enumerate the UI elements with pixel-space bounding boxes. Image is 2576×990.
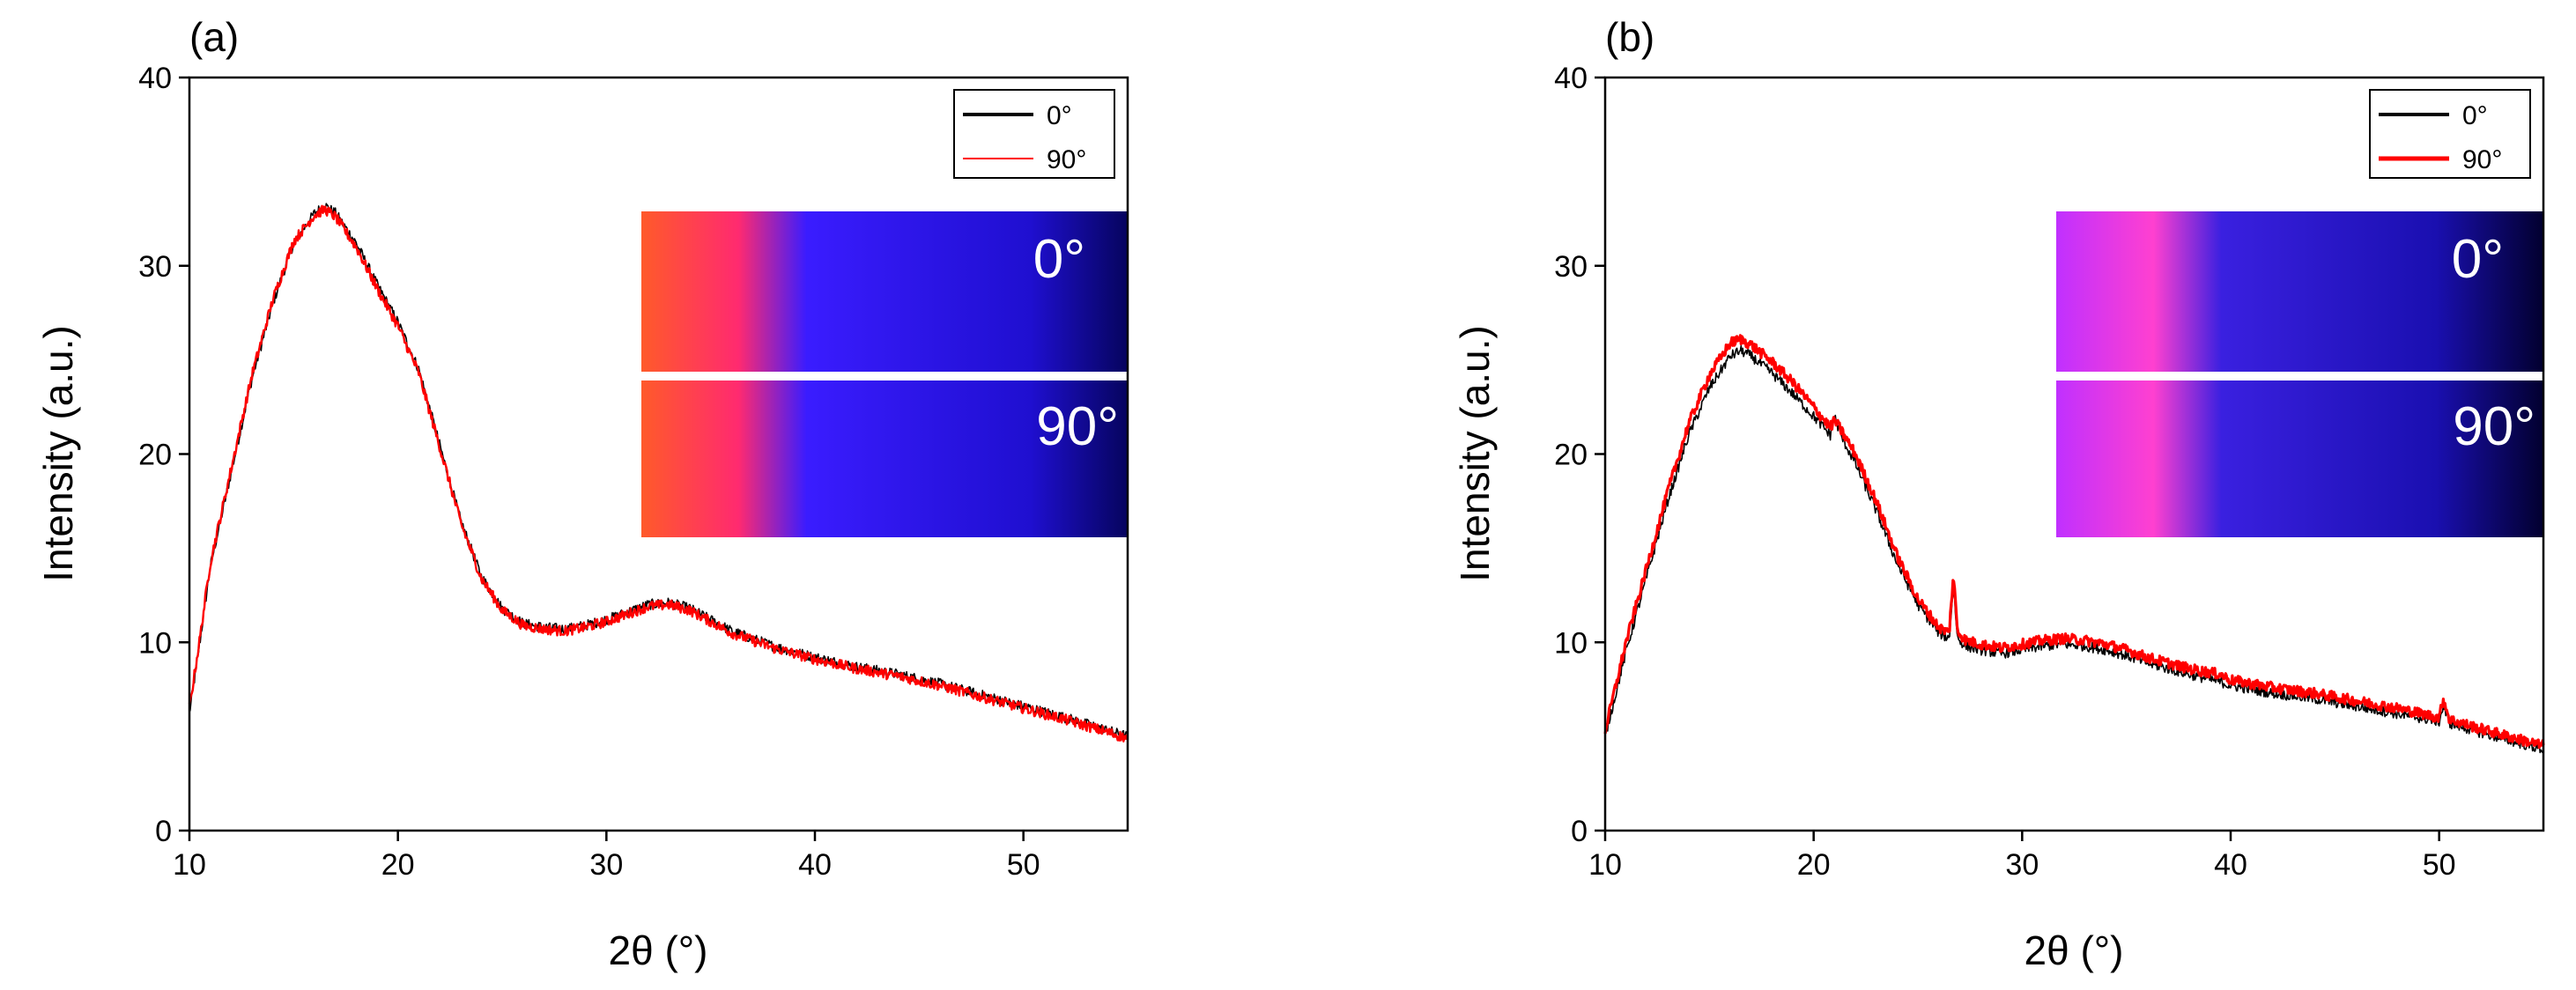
x-tick-label: 40 bbox=[2214, 848, 2247, 882]
y-tick-label: 40 bbox=[138, 62, 172, 95]
x-tick-label: 40 bbox=[798, 848, 832, 882]
x-tick-label: 20 bbox=[381, 848, 415, 882]
inset-divider bbox=[2056, 372, 2543, 380]
x-tick-label: 10 bbox=[173, 848, 206, 882]
legend: 0° 90° bbox=[2369, 89, 2531, 179]
inset-label-90deg: 90° bbox=[2453, 396, 2535, 457]
legend-box bbox=[2369, 89, 2531, 179]
inset-label-0deg: 0° bbox=[2452, 229, 2504, 290]
legend-box bbox=[953, 89, 1115, 179]
inset-strip-0deg bbox=[2056, 211, 2543, 372]
y-tick-label: 40 bbox=[1554, 62, 1588, 95]
x-tick-label: 30 bbox=[589, 848, 623, 882]
legend-label-90deg: 90° bbox=[2462, 145, 2502, 174]
inset-divider bbox=[641, 372, 1128, 380]
y-tick-label: 30 bbox=[138, 250, 172, 284]
y-tick-label: 10 bbox=[1554, 626, 1588, 660]
x-tick-label: 50 bbox=[2423, 848, 2456, 882]
legend: 0° 90° bbox=[953, 89, 1115, 179]
inset-strip-0deg bbox=[641, 211, 1128, 372]
x-tick-label: 30 bbox=[2005, 848, 2039, 882]
x-axis-title: 2θ (°) bbox=[609, 927, 708, 973]
inset-label-0deg: 0° bbox=[1033, 229, 1085, 290]
series-line-90deg bbox=[188, 204, 1129, 742]
panel-label: (b) bbox=[1605, 14, 1654, 60]
x-axis-title: 2θ (°) bbox=[2025, 927, 2124, 973]
panel-label: (a) bbox=[189, 14, 239, 60]
y-axis-title: Intensity (a.u.) bbox=[35, 325, 81, 581]
inset-strip-90deg bbox=[641, 380, 1128, 537]
plot-area bbox=[188, 203, 1129, 742]
x-tick-label: 50 bbox=[1007, 848, 1040, 882]
legend-label-90deg: 90° bbox=[1047, 145, 1086, 174]
x-tick-label: 20 bbox=[1797, 848, 1831, 882]
series-line-90deg bbox=[1603, 334, 2545, 750]
y-tick-label: 20 bbox=[138, 439, 172, 472]
inset-label-90deg: 90° bbox=[1036, 396, 1119, 457]
plot-area bbox=[1603, 334, 2545, 754]
y-tick-label: 0 bbox=[155, 815, 172, 848]
inset-image: 0° 90° bbox=[2056, 211, 2543, 537]
legend-label-0deg: 0° bbox=[1047, 101, 1072, 130]
y-tick-label: 30 bbox=[1554, 250, 1588, 284]
series-line-0deg bbox=[1604, 344, 2544, 754]
inset-image: 0° 90° bbox=[641, 211, 1128, 537]
x-tick-label: 10 bbox=[1588, 848, 1622, 882]
y-tick-label: 10 bbox=[138, 626, 172, 660]
y-axis-title: Intensity (a.u.) bbox=[1452, 325, 1498, 581]
y-tick-label: 0 bbox=[1571, 815, 1588, 848]
inset-strip-90deg bbox=[2056, 380, 2543, 537]
y-tick-label: 20 bbox=[1554, 439, 1588, 472]
legend-label-0deg: 0° bbox=[2462, 101, 2488, 130]
